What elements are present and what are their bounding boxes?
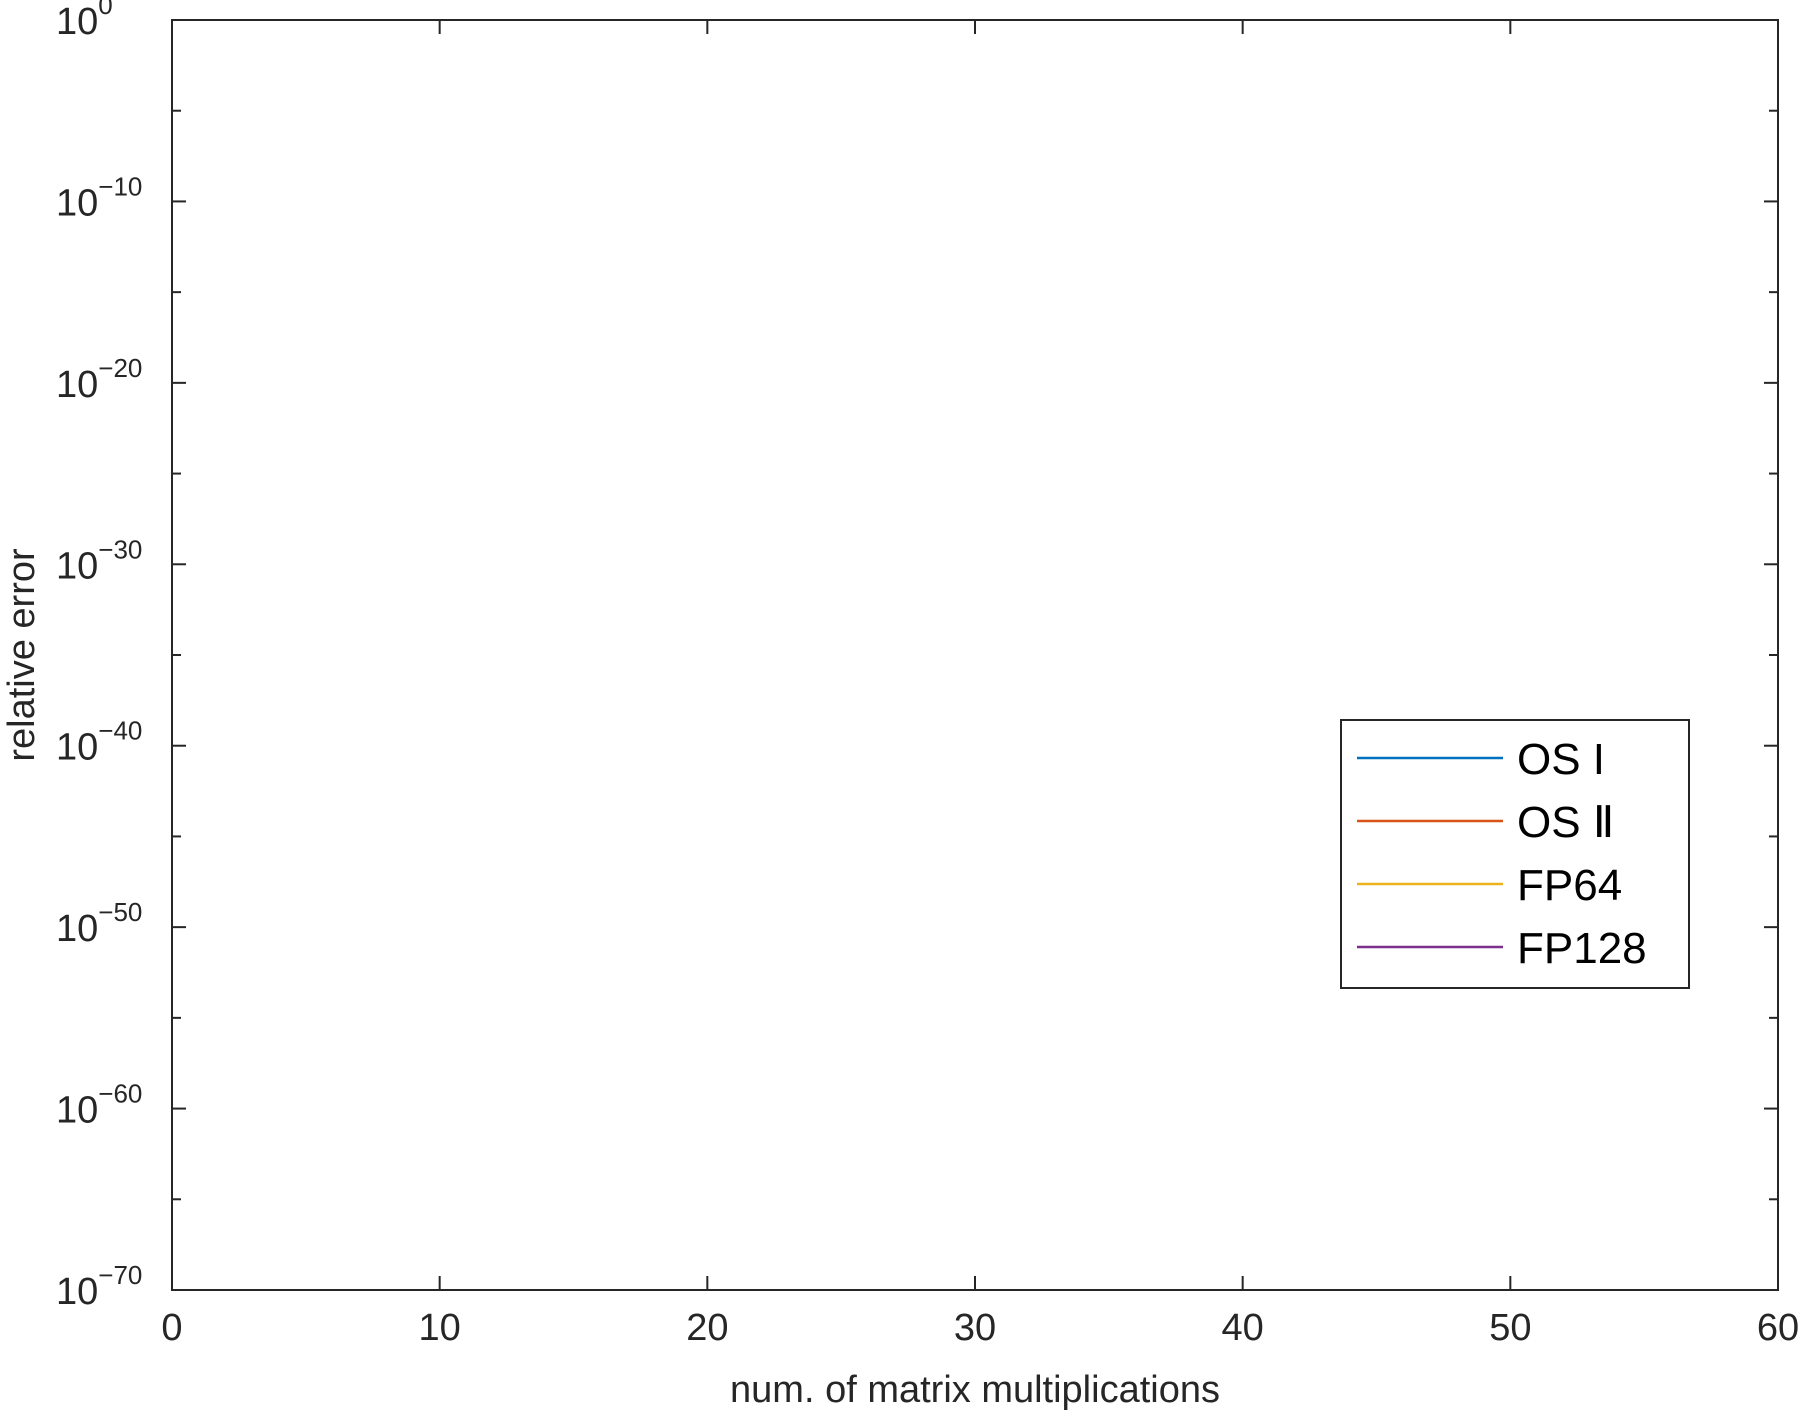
y-tick-label: 10−30 xyxy=(56,534,142,587)
x-tick-label: 10 xyxy=(419,1307,461,1349)
y-tick-base: 10 xyxy=(56,727,98,769)
legend-label: OS I xyxy=(1517,735,1605,784)
y-tick-label: 100 xyxy=(56,0,113,43)
y-tick-base: 10 xyxy=(56,1271,98,1313)
y-tick-label: 10−70 xyxy=(56,1260,142,1313)
y-tick-base: 10 xyxy=(56,908,98,950)
y-tick-exponent: −40 xyxy=(98,716,142,746)
y-tick-base: 10 xyxy=(56,182,98,224)
y-tick-exponent: −10 xyxy=(98,171,142,201)
y-tick-label: 10−60 xyxy=(56,1079,142,1132)
y-tick-label: 10−40 xyxy=(56,716,142,769)
y-tick-base: 10 xyxy=(56,1,98,43)
y-tick-label: 10−10 xyxy=(56,171,142,224)
x-tick-label: 0 xyxy=(161,1307,182,1349)
x-tick-label: 20 xyxy=(686,1307,728,1349)
y-tick-base: 10 xyxy=(56,364,98,406)
legend-label: FP128 xyxy=(1517,924,1647,973)
y-tick-base: 10 xyxy=(56,1090,98,1132)
y-tick-exponent: 0 xyxy=(98,0,112,20)
x-tick-label: 30 xyxy=(954,1307,996,1349)
y-tick-label: 10−50 xyxy=(56,897,142,950)
x-tick-label: 60 xyxy=(1757,1307,1799,1349)
y-tick-exponent: −20 xyxy=(98,353,142,383)
legend: OS I OS Ⅱ FP64 FP128 xyxy=(1340,719,1690,989)
y-tick-label: 10−20 xyxy=(56,353,142,406)
y-tick-exponent: −30 xyxy=(98,534,142,564)
legend-box xyxy=(1340,719,1690,989)
legend-label: OS Ⅱ xyxy=(1517,798,1614,847)
y-tick-exponent: −50 xyxy=(98,897,142,927)
x-tick-label: 50 xyxy=(1489,1307,1531,1349)
y-tick-base: 10 xyxy=(56,545,98,587)
legend-label: FP64 xyxy=(1517,861,1622,910)
x-tick-label: 40 xyxy=(1222,1307,1264,1349)
y-tick-exponent: −60 xyxy=(98,1079,142,1109)
y-axis-title: relative error xyxy=(1,548,43,762)
x-axis-title: num. of matrix multiplications xyxy=(730,1369,1220,1411)
y-tick-exponent: −70 xyxy=(98,1260,142,1290)
